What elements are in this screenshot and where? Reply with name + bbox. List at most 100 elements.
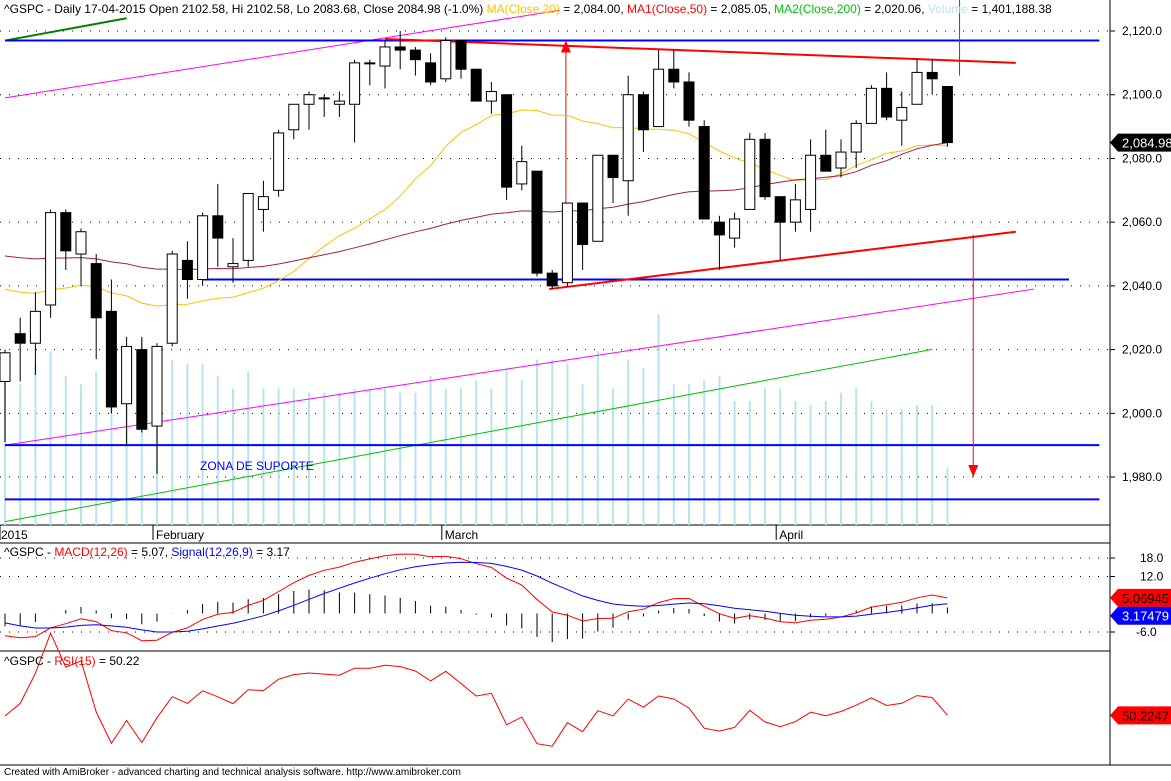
candle-up — [440, 40, 452, 80]
volume-bar — [581, 384, 584, 525]
volume-bar — [110, 359, 113, 525]
x-tick-label: 2015 — [1, 528, 28, 542]
arrow-head-icon — [560, 40, 571, 53]
candle-up — [273, 132, 285, 191]
macd-value: = 5.07, — [127, 545, 172, 559]
candle-up — [121, 345, 133, 405]
y-tick-label: 2,080.0 — [1122, 151, 1162, 165]
volume-bar — [384, 388, 386, 525]
volume-bar — [429, 376, 432, 525]
y-tick-label: 1,980.0 — [1122, 470, 1162, 484]
candle-up — [805, 154, 817, 210]
volume-bar — [946, 467, 949, 525]
macd-tick-label: -6.0 — [1136, 625, 1157, 639]
candle-down — [881, 87, 893, 118]
volume-bar — [794, 400, 797, 525]
candle-down — [394, 46, 406, 51]
volume-bar — [885, 409, 888, 525]
volume-bar — [931, 405, 934, 525]
volume-bar — [399, 392, 402, 525]
volume-bar — [475, 380, 478, 525]
signal-label: Signal(12,26,9) — [171, 545, 253, 559]
candle-up — [288, 103, 300, 131]
macd-label: MACD(12,26) — [54, 545, 128, 559]
y-tick-label: 2,020.0 — [1122, 343, 1162, 357]
candle-down — [774, 196, 786, 223]
volume-bar — [292, 388, 295, 525]
volume-bar — [536, 359, 538, 525]
volume-bar — [277, 388, 280, 525]
last-price-tag: 2,084.98 — [1122, 136, 1171, 151]
y-tick-label: 2,060.0 — [1122, 215, 1162, 229]
y-tick-label: 2,120.0 — [1122, 24, 1162, 38]
volume-bar — [596, 351, 599, 525]
volume-bar — [95, 372, 98, 525]
candle-down — [136, 349, 148, 430]
signal-line — [4, 561, 948, 633]
volume-bar — [779, 388, 782, 525]
candle-up — [197, 215, 209, 281]
volume-bar — [855, 388, 858, 525]
x-tick-label: February — [156, 528, 204, 542]
rsi-pane-header: ^GSPC - RSI(15) = 50.22 — [4, 654, 139, 668]
macd-tick-label: 12.0 — [1140, 569, 1164, 583]
rsi-value-tag-bg — [1110, 706, 1171, 725]
volume-bar — [216, 376, 219, 525]
ma20-line — [4, 109, 948, 307]
volume-bar — [19, 384, 22, 525]
ma50-value: = 2,085.05, — [707, 2, 775, 16]
candle-down — [820, 154, 832, 172]
ma200-label: MA2(Close,200) — [774, 2, 861, 16]
candle-up — [592, 154, 604, 242]
candle-up — [516, 161, 528, 185]
candle-down — [60, 212, 72, 252]
volume-bar — [916, 405, 918, 525]
candle-up — [729, 218, 741, 239]
candle-down — [683, 81, 695, 121]
ma20-value: = 2,084.00, — [559, 2, 628, 16]
candle-up — [865, 87, 877, 124]
footer-credit: Created with AmiBroker - advanced charti… — [4, 767, 461, 778]
rsi-value: = 50.22 — [95, 654, 140, 668]
signal-value-tag: 3.17479 — [1122, 609, 1169, 624]
volume-bar — [80, 384, 82, 525]
volume-bar — [657, 314, 660, 525]
candle-up — [45, 212, 57, 306]
y-tick-label: 2,000.0 — [1122, 406, 1162, 420]
volume-bar — [840, 392, 842, 525]
y-tick-label: 2,040.0 — [1122, 279, 1162, 293]
candle-up — [835, 151, 847, 169]
candle-down — [713, 221, 725, 236]
volume-bar — [490, 388, 493, 525]
candle-down — [470, 68, 482, 102]
volume-bar — [308, 392, 310, 525]
rsi-prefix: ^GSPC - — [4, 654, 55, 668]
candle-up — [151, 345, 163, 427]
candle-down — [14, 333, 26, 344]
candle-up — [349, 62, 361, 105]
volume-value: = 1,401,188.38 — [967, 2, 1052, 16]
volume-bar — [733, 400, 736, 525]
candle-up — [485, 91, 497, 102]
volume-bar — [824, 400, 827, 525]
candle-down — [181, 259, 193, 281]
volume-bar — [703, 380, 706, 525]
ma200-value: = 2,020.06, — [860, 2, 928, 16]
volume-bar — [4, 376, 6, 525]
candle-down — [409, 49, 421, 61]
resistance-trend-line — [384, 37, 1016, 64]
ohlc-label: Open 2102.58, Hi 2102.58, Lo 2083.68, Cl… — [145, 2, 487, 16]
volume-bar — [870, 400, 873, 525]
x-tick-label: March — [445, 528, 478, 542]
macd-pane-header: ^GSPC - MACD(12,26) = 5.07, Signal(12,26… — [4, 545, 290, 559]
volume-bar — [900, 409, 903, 525]
volume-bar — [323, 392, 326, 525]
candle-down — [90, 263, 102, 319]
last-price-tag-bg — [1110, 133, 1171, 152]
volume-bar — [642, 367, 645, 525]
rsi-line — [4, 631, 948, 747]
candle-up — [0, 352, 11, 382]
candle-up — [75, 231, 87, 255]
candle-down — [425, 62, 437, 83]
